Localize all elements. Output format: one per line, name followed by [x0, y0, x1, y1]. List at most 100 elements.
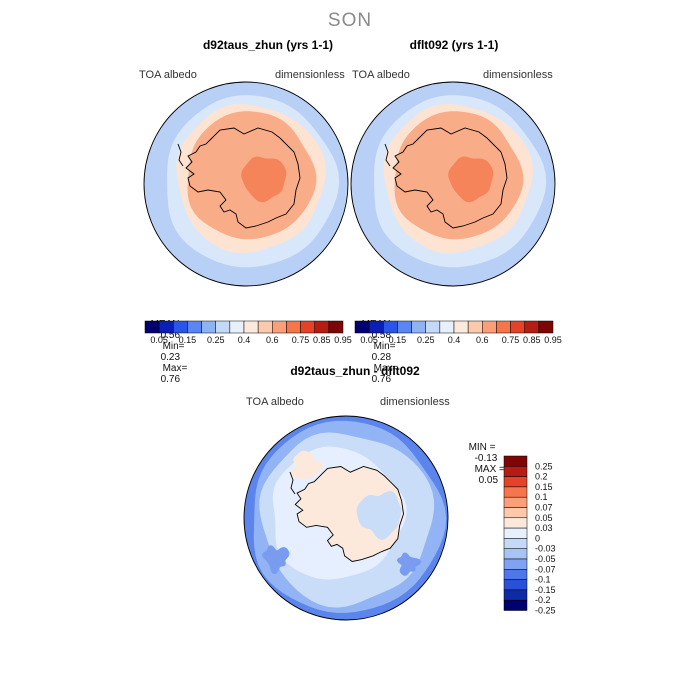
colorbar-tick-label: 0.85: [523, 335, 541, 345]
diff-max-value: 0.05: [478, 475, 499, 486]
legend-swatch: [503, 507, 528, 519]
colorbar-swatch: [243, 320, 259, 334]
colorbar-tick-label: 0.15: [179, 335, 197, 345]
diff-min-value: -0.13: [474, 453, 498, 464]
panel1-max-label: Max=: [162, 363, 188, 374]
legend-swatch: [503, 579, 528, 591]
diff-stats: MIN = -0.13 MAX = 0.05: [463, 431, 505, 486]
colorbar-swatch: [538, 320, 554, 334]
panel2-title: dflt092 (yrs 1-1): [409, 38, 499, 52]
panel1-min-value: 0.23: [160, 352, 181, 363]
colorbar-swatch: [411, 320, 426, 334]
legend-tick-label: 0.03: [535, 523, 553, 533]
colorbar-swatch: [482, 320, 497, 334]
panel1-units-label: dimensionless: [275, 69, 345, 81]
colorbar-tick-label: 0.6: [476, 335, 489, 345]
legend-swatch: [503, 527, 528, 539]
colorbar-tick-label: 0.75: [292, 335, 310, 345]
colorbar-tick-label: 0.75: [502, 335, 520, 345]
panel2-max-label: Max=: [373, 363, 399, 374]
legend-tick-label: -0.15: [535, 585, 556, 595]
colorbar-swatch: [439, 320, 455, 334]
colorbar-tick-label: 0.6: [266, 335, 279, 345]
colorbar-swatch: [354, 320, 370, 334]
colorbar-swatch: [229, 320, 245, 334]
colorbar-swatch: [397, 320, 412, 334]
legend-swatch: [503, 517, 528, 529]
legend-swatch: [503, 538, 528, 549]
colorbar-swatch: [453, 320, 469, 334]
panel2-field-label: TOA albedo: [352, 69, 410, 81]
panel1-mean-value: 0.56: [160, 330, 181, 341]
colorbar-tick-label: 0.25: [417, 335, 435, 345]
legend-tick-label: 0.2: [535, 472, 548, 482]
legend-swatch: [503, 548, 528, 560]
legend-tick-label: 0.15: [535, 482, 553, 492]
colorbar-tick-label: 0.25: [207, 335, 225, 345]
panel1-title: d92taus_zhun (yrs 1-1): [202, 38, 334, 52]
colorbar-swatch: [257, 320, 273, 334]
legend-swatch: [503, 476, 528, 488]
legend-swatch: [503, 589, 528, 601]
panel1-min-label: Min=: [162, 341, 185, 352]
legend-tick-label: -0.1: [535, 575, 551, 585]
colorbar-swatch: [187, 320, 202, 334]
colorbar-swatch: [300, 320, 315, 334]
colorbar-swatch: [524, 320, 540, 334]
legend-tick-label: -0.2: [535, 595, 551, 605]
panel2-min-label: Min=: [373, 341, 396, 352]
diff-units-label: dimensionless: [380, 396, 450, 408]
colorbar-swatch: [314, 320, 330, 334]
colorbar-swatch: [286, 320, 301, 334]
legend-swatch: [503, 455, 528, 467]
colorbar-panel1: 0.05 0.15 0.25 0.4 0.6 0.75 0.85 0.95: [144, 320, 352, 345]
colorbar-swatch: [328, 320, 344, 334]
panel2-mean-value: 0.58: [371, 330, 392, 341]
panel2-min-value: 0.28: [371, 352, 392, 363]
diff-title: d92taus_zhun - dflt092: [290, 364, 420, 378]
colorbar-swatch: [158, 320, 174, 334]
colorbar-tick-label: 0.4: [238, 335, 251, 345]
colorbar-tick-label: 0.05: [360, 335, 378, 345]
colorbar-swatch: [368, 320, 384, 334]
colorbar-panel2: 0.05 0.15 0.25 0.4 0.6 0.75 0.85 0.95: [354, 320, 562, 345]
colorbar-swatch: [144, 320, 160, 334]
polar-map-panel1: [143, 81, 349, 287]
diff-field-label: TOA albedo: [246, 396, 304, 408]
colorbar-swatch: [496, 320, 511, 334]
legend-tick-label: 0.07: [535, 503, 553, 513]
colorbar-swatch: [510, 320, 525, 334]
legend-swatch: [503, 599, 528, 611]
panel2-max-value: 0.76: [371, 374, 392, 385]
legend-swatch: [503, 569, 528, 580]
legend-swatch: [503, 486, 528, 498]
colorbar-tick-label: 0.4: [448, 335, 461, 345]
colorbar-tick-label: 0.85: [313, 335, 331, 345]
panel1-max-value: 0.76: [160, 374, 181, 385]
legend-swatch: [503, 496, 528, 508]
legend-tick-label: 0.05: [535, 513, 553, 523]
polar-map-panel2: [350, 81, 556, 287]
legend-swatch: [503, 466, 528, 477]
colorbar-swatch: [467, 320, 483, 334]
colorbar-swatch: [272, 320, 287, 334]
colorbar-swatch: [215, 320, 231, 334]
colorbar-tick-label: 0.95: [334, 335, 352, 345]
panel1-field-label: TOA albedo: [139, 69, 197, 81]
diff-max-label: MAX =: [474, 464, 505, 475]
legend-tick-label: 0.25: [535, 461, 553, 471]
colorbar-swatch: [383, 320, 398, 334]
legend-tick-label: -0.07: [535, 564, 556, 574]
season-title: SON: [327, 10, 373, 31]
difference-legend: 0.250.20.150.10.070.050.030-0.03-0.05-0.…: [503, 455, 556, 616]
legend-tick-label: 0: [535, 533, 540, 543]
polar-map-difference: [243, 415, 449, 621]
panel2-units-label: dimensionless: [483, 69, 553, 81]
legend-swatch: [503, 558, 528, 570]
colorbar-tick-label: 0.15: [389, 335, 407, 345]
legend-tick-label: -0.05: [535, 554, 556, 564]
diff-min-label: MIN =: [468, 442, 496, 453]
colorbar-swatch: [425, 320, 441, 334]
legend-tick-label: 0.1: [535, 492, 548, 502]
